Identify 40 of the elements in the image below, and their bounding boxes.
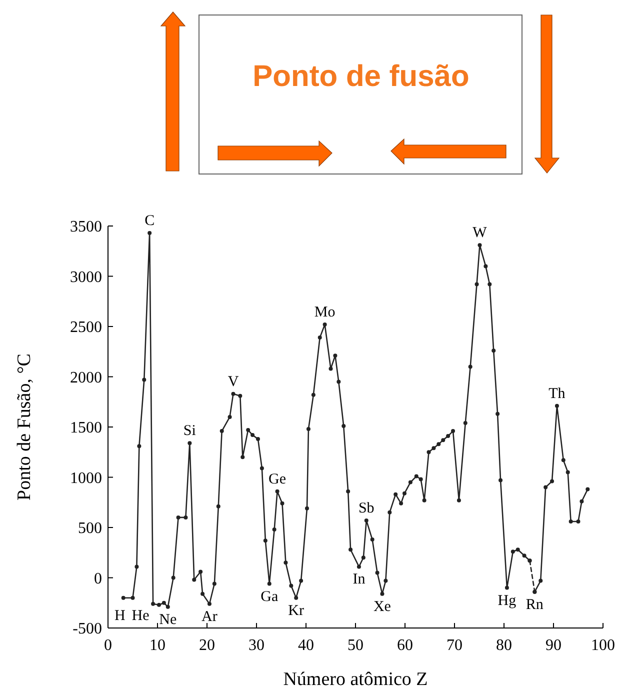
x-tick-label: 90 [546,637,562,654]
x-tick-label: 40 [298,637,314,654]
annotation: V [228,374,239,390]
x-tick-label: 80 [496,637,512,654]
y-tick-label: 2000 [70,369,102,386]
x-tick-label: 60 [397,637,413,654]
annotation: In [352,572,366,588]
annotation: He [132,608,150,624]
x-tick-label: 30 [248,637,264,654]
y-tick-label: 1500 [70,420,102,437]
x-tick-label: 50 [348,637,364,654]
annotation: H [114,608,126,624]
y-tick-label: 0 [94,570,102,588]
y-tick-label: 500 [78,520,102,538]
y-tick-label: 1000 [70,470,102,487]
chart-title: Ponto de fusão [252,60,470,93]
x-tick-label: 20 [199,637,215,654]
annotation: Ne [159,612,177,628]
annotation: Sb [358,500,374,516]
x-tick-label: 10 [150,637,166,654]
annotation: Xe [373,598,392,615]
y-tick-label: -500 [72,620,102,638]
annotation: Rn [526,596,544,613]
annotation: Kr [288,602,304,619]
annotation: W [472,225,488,242]
annotation: C [144,213,155,230]
x-axis-title: Número atômico Z [283,669,428,690]
x-tick-label: 70 [446,637,462,654]
annotation: Ga [260,588,278,605]
y-tick-label: 3000 [70,268,102,286]
annotation: Ar [202,608,218,625]
annotation: Mo [314,304,336,320]
y-tick-label: 2500 [70,319,102,336]
y-axis-title: Ponto de Fusão, °C [14,354,35,500]
annotation: Si [183,423,196,440]
y-tick-label: 3500 [70,218,102,236]
x-tick-label: 100 [591,637,615,654]
annotation: Ge [268,471,286,488]
annotation: Th [548,386,566,402]
annotation: Hg [498,592,517,609]
